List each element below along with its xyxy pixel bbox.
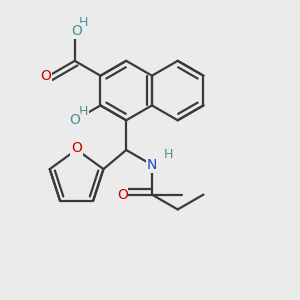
Text: H: H <box>79 16 88 29</box>
Text: O: O <box>71 24 82 38</box>
Text: N: N <box>147 158 157 172</box>
Text: O: O <box>117 188 128 202</box>
Text: H: H <box>164 148 173 161</box>
Text: O: O <box>69 113 80 127</box>
Text: H: H <box>79 105 88 118</box>
Text: O: O <box>40 69 52 83</box>
Text: O: O <box>71 141 82 155</box>
